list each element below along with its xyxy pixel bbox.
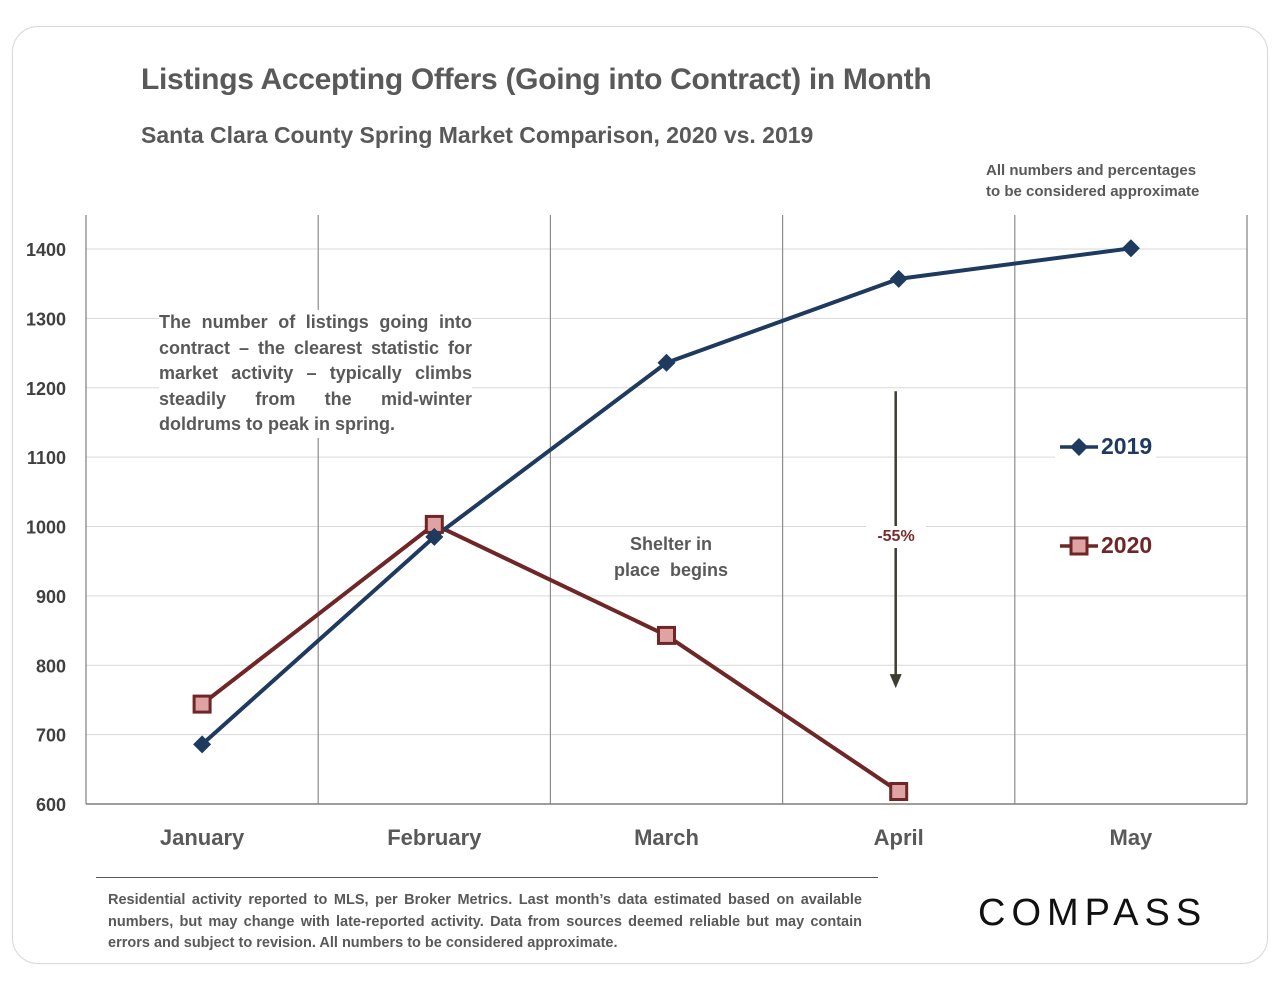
series-2020-point: [889, 782, 909, 802]
legend-item-2019: 2019: [1055, 431, 1157, 462]
y-tick-label: 1100: [27, 448, 66, 468]
series-2019-point: [889, 269, 908, 288]
y-tick-label: 900: [36, 587, 66, 607]
series-2019-point: [1121, 239, 1140, 258]
shelter-note-line: place begins: [613, 560, 729, 580]
y-tick-label: 600: [36, 795, 66, 815]
legend-item-2020: 2020: [1055, 530, 1157, 561]
series-2020-line: [200, 522, 900, 794]
approximate-disclaimer-line: All numbers and percentages: [986, 162, 1197, 179]
series-2019-point: [425, 527, 444, 546]
legend-label-2019: 2019: [1101, 433, 1153, 459]
y-tick-label: 700: [36, 726, 66, 746]
approximate-disclaimer: All numbers and percentages to be consid…: [986, 160, 1199, 202]
y-tick-label: 1200: [26, 379, 66, 399]
y-tick-label: 1300: [26, 309, 66, 329]
approximate-disclaimer-line: to be considered approximate: [986, 183, 1200, 200]
series-2020-point: [657, 625, 676, 645]
shelter-in-place-note: Shelter in place begins: [600, 531, 742, 583]
y-tick-label: 1400: [26, 240, 66, 260]
percent-change-label: -55%: [866, 526, 926, 548]
series-2019-point: [193, 735, 212, 754]
x-tick-label: May: [1110, 825, 1154, 850]
x-tick-label: April: [874, 825, 924, 850]
x-tick-label: January: [160, 825, 245, 850]
chart-card: [12, 26, 1268, 964]
shelter-note-line: Shelter in: [629, 534, 713, 554]
x-tick-label: February: [387, 825, 482, 850]
series-2020-point: [192, 694, 212, 714]
change-arrow-head: [889, 674, 902, 689]
chart-title: Listings Accepting Offers (Going into Co…: [141, 63, 932, 96]
legend-label-2020: 2020: [1101, 532, 1153, 558]
legend-2020-marker-icon: [1060, 536, 1098, 555]
x-tick-label: March: [634, 825, 699, 850]
y-tick-label: 800: [36, 656, 66, 676]
compass-logo: COMPASS: [978, 892, 1208, 934]
footnote: Residential activity reported to MLS, pe…: [108, 892, 862, 951]
annotation-text: The number of listings going into contra…: [159, 310, 472, 438]
chart-subtitle: Santa Clara County Spring Market Compari…: [141, 122, 814, 148]
footer-divider: [96, 877, 878, 878]
series-2019-point: [657, 353, 676, 372]
legend-2019-marker-icon: [1060, 437, 1098, 456]
y-tick-label: 1000: [26, 518, 66, 538]
